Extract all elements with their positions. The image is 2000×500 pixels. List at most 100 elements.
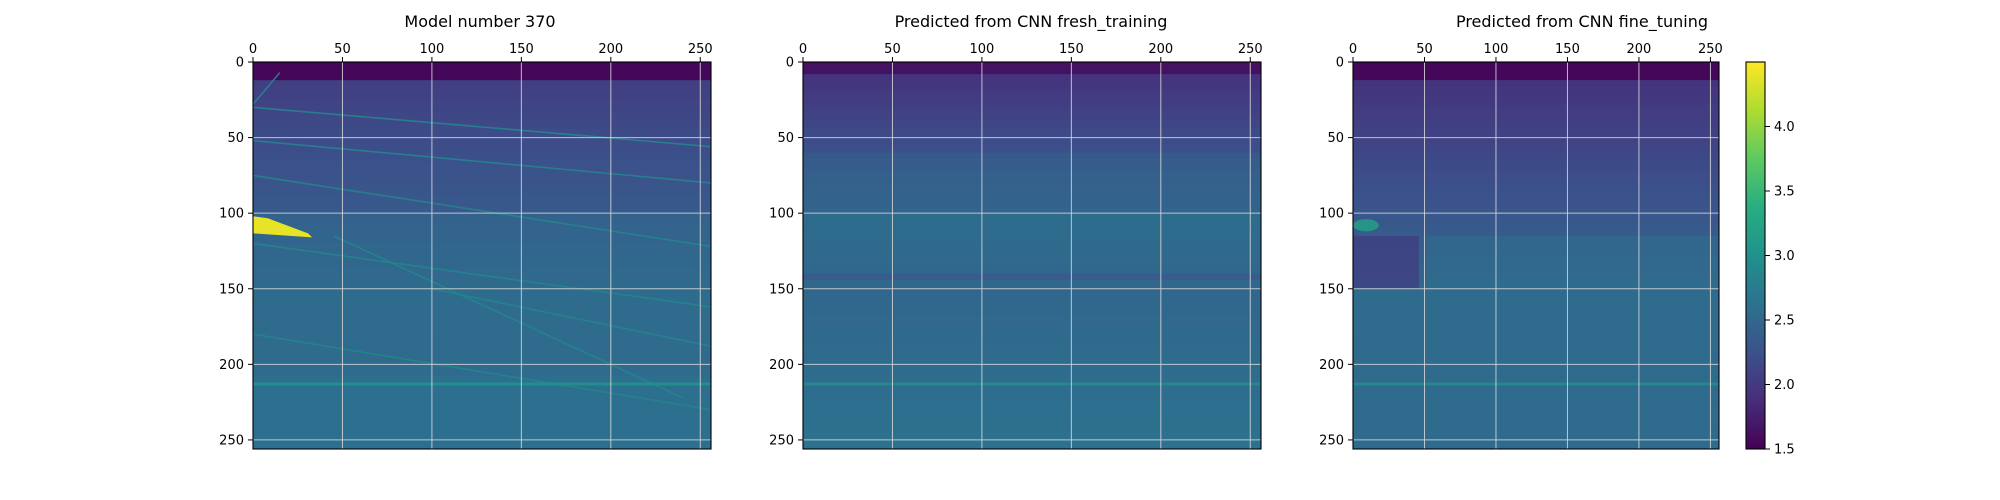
heatmap-row: [1353, 334, 1719, 341]
heatmap-row: [253, 255, 711, 263]
heatmap-row: [1353, 394, 1719, 402]
chart-title: Model number 370: [404, 12, 555, 31]
dipping-reflector: [252, 333, 712, 411]
x-tick-label: 0: [249, 42, 257, 57]
heatmap-row: [1353, 195, 1719, 202]
heatmap-row: [253, 128, 711, 136]
colorbar-tick-label: 2.5: [1774, 314, 1795, 329]
heatmap-row: [253, 146, 711, 154]
heatmap-row: [253, 430, 711, 438]
heatmap-row: [803, 394, 1261, 402]
heatmap-row: [803, 340, 1261, 347]
heatmap-row: [1353, 62, 1719, 69]
heatmap-row: [253, 62, 711, 69]
heatmap-row: [803, 406, 1261, 414]
heatmap-row: [1353, 140, 1719, 148]
x-tick-label: 150: [1059, 42, 1084, 57]
heatmap-row: [253, 188, 711, 196]
heatmap-row: [1353, 364, 1719, 371]
heatmap-row: [253, 309, 711, 317]
heatmap-row: [253, 424, 711, 432]
heatmap-row: [253, 418, 711, 426]
x-tick-label: 200: [1627, 42, 1652, 57]
heatmap-row: [253, 219, 711, 226]
heatmap-row: [803, 291, 1261, 299]
x-tick-label: 0: [799, 42, 807, 57]
heatmap-row: [803, 201, 1261, 208]
heatmap-row: [803, 364, 1261, 371]
heatmap-row: [803, 328, 1261, 335]
heatmap-fresh-training: 0 50 100 150 200 250 0 50 100 150 200 250: [769, 42, 1263, 450]
heatmap-row: [803, 370, 1261, 377]
velocity-band: [1426, 235, 1719, 289]
heatmap-row: [1353, 207, 1719, 214]
heatmap-row: [1353, 370, 1719, 377]
x-tick-label: 200: [598, 42, 623, 57]
y-tick-label: 200: [1319, 358, 1344, 373]
heatmap-row: [1353, 80, 1719, 87]
heatmap-row: [803, 176, 1261, 184]
heatmap-row: [1353, 158, 1719, 166]
heatmap-row: [253, 261, 711, 269]
heatmap-row: [803, 412, 1261, 420]
heatmap-row: [1353, 219, 1719, 226]
heatmap-row: [253, 164, 711, 172]
colorbar-ticks: 1.5 2.0 2.5 3.0 3.5 4.0: [1765, 120, 1795, 458]
heatmap-row: [1353, 110, 1719, 117]
heatmap-row: [253, 201, 711, 208]
heatmap-row: [803, 152, 1261, 160]
heatmap-row: [1353, 400, 1719, 408]
x-tick-label: 100: [969, 42, 994, 57]
heatmap-model-370: 0 50 100 150 200 250 0 50 100 150 200 250: [219, 42, 713, 450]
y-tick-label: 150: [1319, 282, 1344, 297]
heatmap-row: [253, 358, 711, 365]
heatmap-row: [253, 400, 711, 408]
heatmap-row: [1353, 376, 1719, 383]
y-tick-label: 250: [769, 433, 794, 448]
heatmap-row: [803, 122, 1261, 130]
heatmap-row: [1353, 68, 1719, 75]
heatmap-row: [803, 382, 1261, 390]
heatmap-row: [253, 92, 711, 99]
heatmap-row: [253, 116, 711, 123]
x-tick-label: 100: [1484, 42, 1509, 57]
heatmap-row: [253, 442, 711, 450]
x-tick-label: 250: [1238, 42, 1263, 57]
colorbar-gradient: [1746, 62, 1765, 449]
heatmap-fine-tuning: 0 50 100 150 200 250 0 50 100 150 200 250: [1319, 42, 1723, 450]
heatmap-row: [803, 98, 1261, 105]
dipping-reflector: [333, 235, 683, 399]
heatmap-row: [253, 388, 711, 396]
heatmap-row: [803, 352, 1261, 359]
x-tick-label: 50: [334, 42, 351, 57]
dipping-reflector: [431, 287, 712, 347]
plot-frame: [252, 61, 712, 450]
heatmap-row: [253, 267, 711, 275]
plot-frame: [802, 61, 1262, 450]
heatmap-row: [1353, 122, 1719, 130]
x-tick-label: 50: [1416, 42, 1433, 57]
heatmap-row: [253, 376, 711, 383]
heatmap-row: [253, 243, 711, 250]
chart-title: Predicted from CNN fine_tuning: [1456, 12, 1708, 32]
heatmap-row: [253, 170, 711, 178]
heatmap-row: [253, 315, 711, 323]
dipping-reflector: [252, 72, 281, 105]
heatmap-row: [253, 297, 711, 305]
heatmap-row: [803, 110, 1261, 117]
heatmap-row: [253, 86, 711, 93]
heatmap-row: [803, 442, 1261, 450]
heatmap-row: [1353, 352, 1719, 359]
heatmap-row: [1353, 309, 1719, 317]
y-tick-label: 50: [227, 131, 244, 146]
heatmap-row: [1353, 213, 1719, 220]
heatmap-row: [1353, 424, 1719, 432]
heatmap-row: [1353, 322, 1719, 329]
heatmap-row: [253, 364, 711, 371]
panel-fine-tuning: Predicted from CNN fine_tuning 0 50 100 150…: [1319, 12, 1723, 450]
low-velocity-zone: [1353, 235, 1419, 289]
y-tick-label: 0: [1336, 56, 1344, 71]
heatmap-row: [803, 146, 1261, 154]
heatmap-row: [803, 195, 1261, 202]
y-tick-label: 150: [219, 282, 244, 297]
